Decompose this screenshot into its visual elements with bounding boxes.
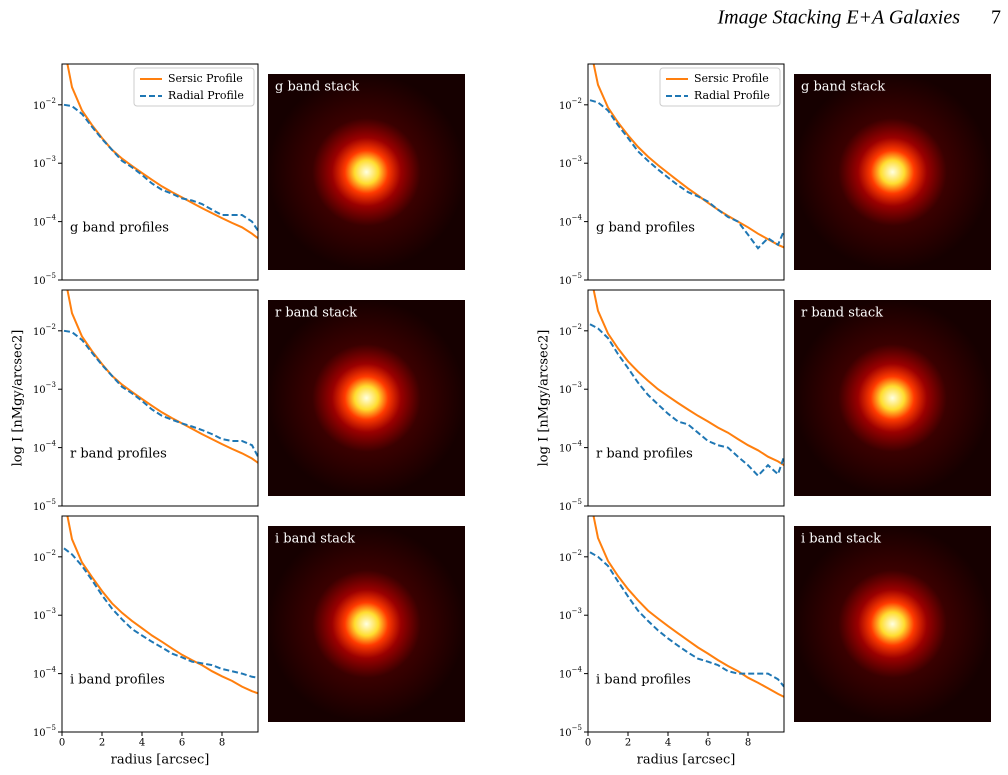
stack-image bbox=[794, 74, 991, 270]
legend-label: Radial Profile bbox=[694, 89, 770, 102]
y-tick-label: 10−2 bbox=[559, 549, 582, 564]
legend-label: Sersic Profile bbox=[168, 72, 243, 85]
profile-line bbox=[63, 103, 258, 232]
legend-box bbox=[133, 67, 255, 107]
profile-line bbox=[589, 551, 784, 688]
x-tick-label: 6 bbox=[179, 738, 185, 749]
page-number: 7 bbox=[991, 7, 1001, 29]
legend-box bbox=[659, 67, 781, 107]
stack-label: r band stack bbox=[801, 306, 883, 321]
y-tick-label: 10−2 bbox=[33, 323, 56, 338]
stack-label: i band stack bbox=[801, 532, 881, 547]
profile-line bbox=[63, 547, 258, 679]
stack-image bbox=[268, 526, 465, 722]
panel-annotation: r band profiles bbox=[596, 447, 693, 462]
y-tick-label: 10−5 bbox=[559, 272, 582, 287]
y-tick-label: 10−5 bbox=[33, 724, 56, 739]
profile-line bbox=[592, 290, 784, 467]
y-tick-label: 10−5 bbox=[33, 272, 56, 287]
x-tick-label: 2 bbox=[625, 738, 631, 749]
y-tick-label: 10−3 bbox=[33, 155, 56, 170]
x-tick-label: 8 bbox=[219, 738, 225, 749]
running-title: Image Stacking E+A Galaxies bbox=[716, 7, 960, 29]
x-tick-label: 4 bbox=[665, 738, 671, 749]
y-tick-label: 10−5 bbox=[559, 498, 582, 513]
y-tick-label: 10−5 bbox=[559, 724, 582, 739]
profile-line bbox=[592, 516, 784, 698]
x-tick-label: 4 bbox=[139, 738, 145, 749]
x-tick-label: 0 bbox=[59, 738, 65, 749]
y-axis-label: log I [nMgy/arcsec2] bbox=[537, 330, 552, 467]
axes-frame bbox=[587, 63, 785, 281]
profile-line bbox=[589, 99, 784, 250]
profile-line bbox=[592, 64, 784, 249]
x-tick-label: 0 bbox=[585, 738, 591, 749]
y-tick-label: 10−5 bbox=[33, 498, 56, 513]
profile-line bbox=[589, 323, 784, 478]
panel-annotation: i band profiles bbox=[596, 673, 691, 688]
profile-line bbox=[63, 329, 258, 458]
y-tick-label: 10−3 bbox=[559, 607, 582, 622]
axes-frame bbox=[587, 289, 785, 507]
profile-line bbox=[66, 290, 258, 464]
panel-annotation: g band profiles bbox=[596, 221, 695, 236]
y-tick-label: 10−4 bbox=[33, 666, 57, 681]
y-tick-label: 10−4 bbox=[559, 214, 583, 229]
y-tick-label: 10−2 bbox=[559, 97, 582, 112]
stack-label: g band stack bbox=[801, 80, 885, 95]
y-tick-label: 10−3 bbox=[33, 381, 56, 396]
y-tick-label: 10−3 bbox=[559, 155, 582, 170]
y-tick-label: 10−3 bbox=[33, 607, 56, 622]
stack-image bbox=[268, 300, 465, 496]
x-tick-label: 8 bbox=[745, 738, 751, 749]
panel-annotation: r band profiles bbox=[70, 447, 167, 462]
panel-annotation: g band profiles bbox=[70, 221, 169, 236]
axes-frame bbox=[587, 515, 785, 733]
x-axis-label: radius [arcsec] bbox=[111, 753, 210, 768]
y-tick-label: 10−4 bbox=[33, 214, 57, 229]
y-tick-label: 10−2 bbox=[559, 323, 582, 338]
axes-frame bbox=[61, 289, 259, 507]
axes-frame bbox=[61, 515, 259, 733]
stack-label: g band stack bbox=[275, 80, 359, 95]
axes-frame bbox=[61, 63, 259, 281]
legend-label: Sersic Profile bbox=[694, 72, 769, 85]
stack-image bbox=[794, 526, 991, 722]
x-tick-label: 2 bbox=[99, 738, 105, 749]
y-tick-label: 10−3 bbox=[559, 381, 582, 396]
y-tick-label: 10−4 bbox=[559, 666, 583, 681]
x-tick-label: 6 bbox=[705, 738, 711, 749]
stack-label: i band stack bbox=[275, 532, 355, 547]
legend-label: Radial Profile bbox=[168, 89, 244, 102]
profile-line bbox=[66, 516, 258, 695]
stack-image bbox=[794, 300, 991, 496]
stack-image bbox=[268, 74, 465, 270]
y-tick-label: 10−4 bbox=[33, 440, 57, 455]
x-axis-label: radius [arcsec] bbox=[637, 753, 736, 768]
stack-label: r band stack bbox=[275, 306, 357, 321]
y-tick-label: 10−2 bbox=[33, 97, 56, 112]
panel-annotation: i band profiles bbox=[70, 673, 165, 688]
y-tick-label: 10−4 bbox=[559, 440, 583, 455]
y-tick-label: 10−2 bbox=[33, 549, 56, 564]
y-axis-label: log I [nMgy/arcsec2] bbox=[11, 330, 26, 467]
